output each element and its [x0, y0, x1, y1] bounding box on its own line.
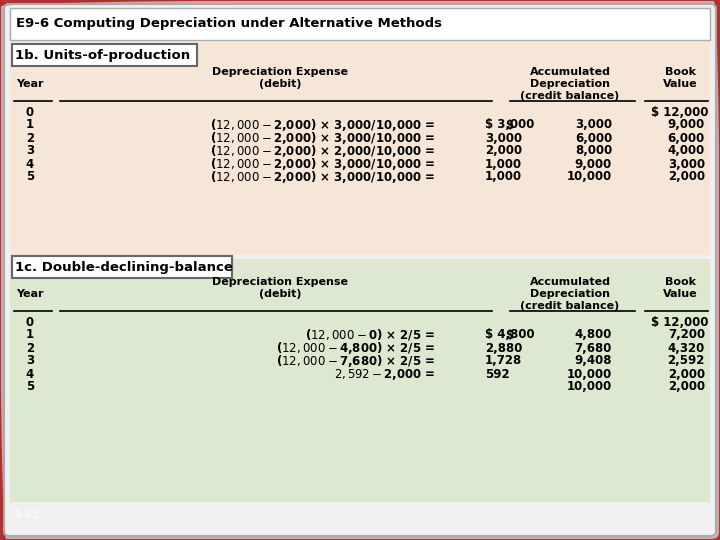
Text: Depreciation Expense: Depreciation Expense — [212, 277, 348, 287]
Text: ($12,000 - $2,000) × 2,000/10,000 =: ($12,000 - $2,000) × 2,000/10,000 = — [210, 143, 435, 159]
Text: 3,000: 3,000 — [668, 158, 705, 171]
Text: 1: 1 — [26, 118, 34, 132]
Text: 1b. Units-of-production: 1b. Units-of-production — [15, 49, 190, 62]
Text: ($12,000 - $2,000) × 3,000/10,000 =: ($12,000 - $2,000) × 3,000/10,000 = — [210, 117, 435, 133]
Text: 4: 4 — [26, 158, 34, 171]
Bar — [12, 256, 232, 278]
Text: $2,592 - $2,000 =: $2,592 - $2,000 = — [333, 367, 435, 381]
Text: $ 12,000: $ 12,000 — [652, 105, 708, 118]
Text: 7,200: 7,200 — [668, 328, 705, 341]
Text: 9,408: 9,408 — [575, 354, 612, 368]
Bar — [12, 44, 197, 66]
Text: 9,000: 9,000 — [575, 158, 612, 171]
Text: 10,000: 10,000 — [567, 368, 612, 381]
Text: 0: 0 — [26, 315, 34, 328]
Text: 9-61: 9-61 — [14, 510, 39, 520]
Text: ($12,000 - $2,000) × 3,000/10,000 =: ($12,000 - $2,000) × 3,000/10,000 = — [210, 130, 435, 146]
Text: $ 12,000: $ 12,000 — [652, 315, 708, 328]
Text: Book: Book — [665, 277, 696, 287]
Text: 5: 5 — [26, 171, 34, 184]
Text: 4,320: 4,320 — [667, 341, 705, 354]
Text: 1,000: 1,000 — [485, 158, 522, 171]
Text: 2,000: 2,000 — [485, 145, 522, 158]
Text: $ 4,800: $ 4,800 — [485, 328, 535, 341]
Text: E9-6 Computing Depreciation under Alternative Methods: E9-6 Computing Depreciation under Altern… — [16, 17, 442, 30]
Text: Book: Book — [665, 67, 696, 77]
Text: 1,728: 1,728 — [485, 354, 522, 368]
Text: 6,000: 6,000 — [667, 132, 705, 145]
Text: 3: 3 — [26, 354, 34, 368]
Text: 1: 1 — [26, 328, 34, 341]
Text: ($12,000 - $0) × 2/5 =: ($12,000 - $0) × 2/5 = — [305, 327, 435, 342]
Text: ($12,000 - $2,000) × 3,000/10,000 =: ($12,000 - $2,000) × 3,000/10,000 = — [210, 169, 435, 185]
Text: (credit balance): (credit balance) — [521, 301, 620, 311]
Text: Accumulated: Accumulated — [529, 277, 611, 287]
Text: $ 3,000: $ 3,000 — [485, 118, 534, 132]
Text: 2: 2 — [26, 341, 34, 354]
Text: 2,880: 2,880 — [485, 341, 523, 354]
Text: Value: Value — [662, 289, 697, 299]
Text: 9,000: 9,000 — [667, 118, 705, 132]
Text: (debit): (debit) — [258, 79, 301, 89]
Text: 2,000: 2,000 — [668, 368, 705, 381]
Text: ($12,000 - $4,800) × 2/5 =: ($12,000 - $4,800) × 2/5 = — [276, 340, 435, 356]
Text: Year: Year — [17, 289, 44, 299]
Text: 3,000: 3,000 — [575, 118, 612, 132]
Text: 0: 0 — [26, 105, 34, 118]
Text: Year: Year — [17, 79, 44, 89]
Text: (debit): (debit) — [258, 289, 301, 299]
Text: 2,000: 2,000 — [668, 171, 705, 184]
Bar — [10, 42, 710, 255]
Text: 4,800: 4,800 — [575, 328, 612, 341]
Text: 2: 2 — [26, 132, 34, 145]
Text: 3: 3 — [26, 145, 34, 158]
Text: Accumulated: Accumulated — [529, 67, 611, 77]
Text: 7,680: 7,680 — [575, 341, 612, 354]
Text: $: $ — [505, 328, 513, 341]
Text: Depreciation: Depreciation — [530, 289, 610, 299]
Text: 4,000: 4,000 — [667, 145, 705, 158]
Text: 8,000: 8,000 — [575, 145, 612, 158]
Text: Value: Value — [662, 79, 697, 89]
Text: 10,000: 10,000 — [567, 171, 612, 184]
Text: 4: 4 — [26, 368, 34, 381]
Text: 2,592: 2,592 — [667, 354, 705, 368]
Text: ($12,000 - $7,680) × 2/5 =: ($12,000 - $7,680) × 2/5 = — [276, 353, 435, 369]
Text: ($12,000 - $2,000) × 3,000/10,000 =: ($12,000 - $2,000) × 3,000/10,000 = — [210, 156, 435, 172]
Text: 1c. Double-declining-balance: 1c. Double-declining-balance — [15, 260, 233, 273]
Text: Depreciation Expense: Depreciation Expense — [212, 67, 348, 77]
Text: Depreciation: Depreciation — [530, 79, 610, 89]
Text: 3,000: 3,000 — [485, 132, 522, 145]
Text: 2,000: 2,000 — [668, 381, 705, 394]
Text: 1,000: 1,000 — [485, 171, 522, 184]
Text: (credit balance): (credit balance) — [521, 91, 620, 101]
Bar — [10, 259, 710, 502]
Text: 6,000: 6,000 — [575, 132, 612, 145]
Bar — [10, 8, 710, 40]
Text: 10,000: 10,000 — [567, 381, 612, 394]
Text: 592: 592 — [485, 368, 510, 381]
Text: $: $ — [505, 118, 513, 132]
Text: 5: 5 — [26, 381, 34, 394]
